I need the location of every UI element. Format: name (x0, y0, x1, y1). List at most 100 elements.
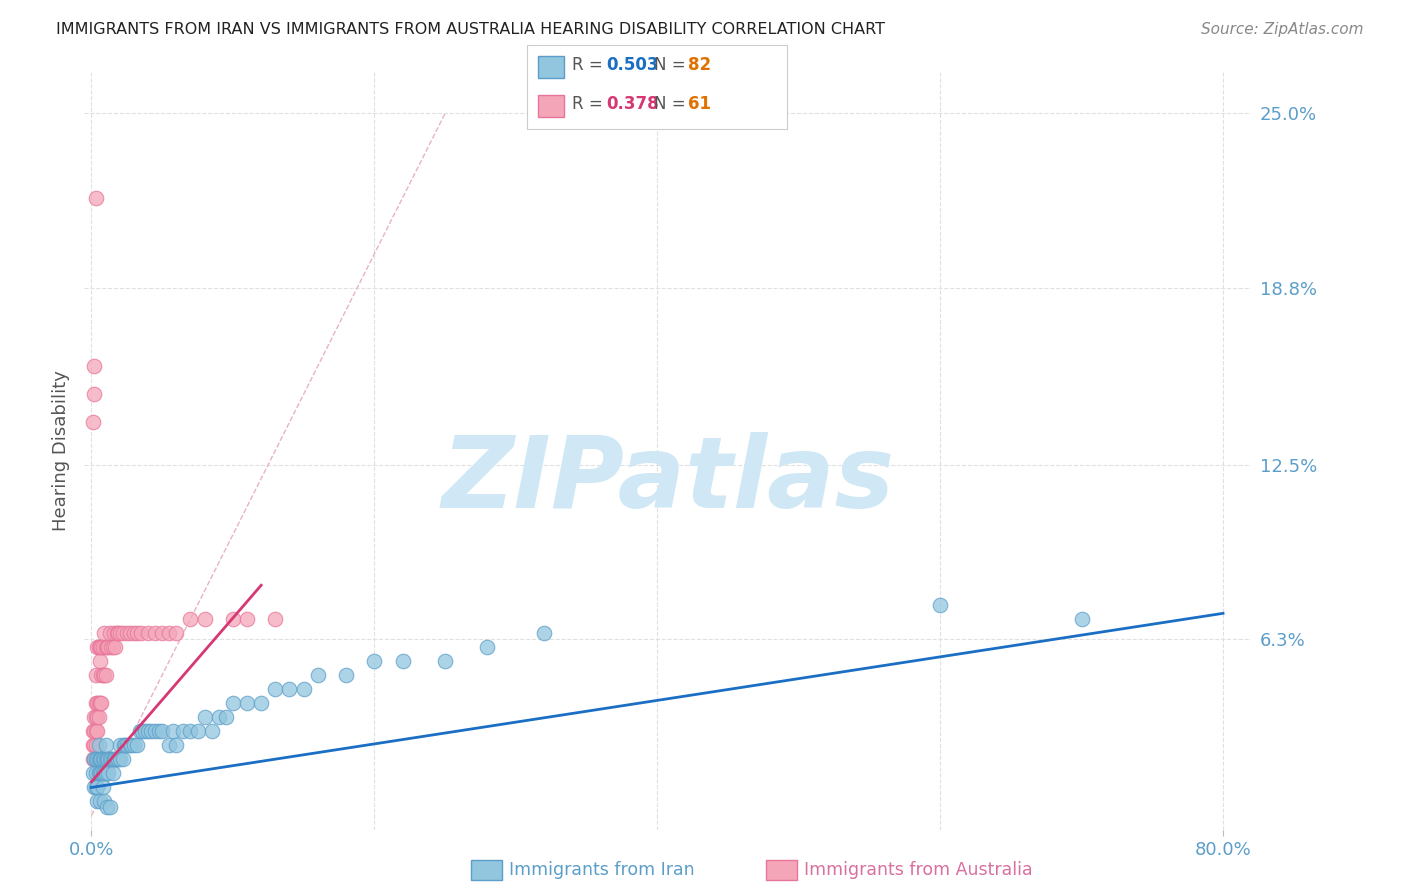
Point (363, 654, 385, 668)
Point (107, 752, 129, 766)
Point (150, 626, 173, 640)
Point (83, 724, 105, 739)
Point (165, 739, 187, 753)
Point (97, 766, 120, 780)
Point (162, 724, 184, 739)
Text: R =: R = (572, 56, 609, 74)
Point (83, 710, 105, 724)
Point (89, 766, 111, 780)
Point (86, 780, 108, 795)
Point (115, 739, 138, 753)
Point (208, 710, 231, 724)
Point (1070, 612, 1092, 626)
Point (222, 696, 245, 710)
Point (91, 766, 114, 780)
Text: 0.378: 0.378 (606, 95, 658, 113)
Point (87, 640, 110, 654)
Point (215, 710, 238, 724)
Text: IMMIGRANTS FROM IRAN VS IMMIGRANTS FROM AUSTRALIA HEARING DISABILITY CORRELATION: IMMIGRANTS FROM IRAN VS IMMIGRANTS FROM … (56, 22, 886, 37)
Point (82, 752, 104, 766)
Text: N =: N = (654, 95, 690, 113)
Point (90, 696, 112, 710)
Point (125, 739, 148, 753)
Point (122, 626, 145, 640)
Y-axis label: Hearing Disability: Hearing Disability (52, 370, 70, 531)
Point (89, 696, 111, 710)
Point (90, 766, 112, 780)
Point (86, 795, 108, 809)
Point (91, 640, 114, 654)
Point (84, 696, 107, 710)
Point (143, 626, 166, 640)
Point (84, 191, 107, 205)
Point (87, 766, 110, 780)
Point (222, 612, 245, 626)
Point (111, 626, 134, 640)
Point (201, 724, 224, 739)
Point (165, 626, 187, 640)
Point (89, 752, 111, 766)
Point (86, 752, 108, 766)
Point (93, 668, 115, 682)
Point (89, 640, 111, 654)
Point (172, 724, 194, 739)
Text: Immigrants from Australia: Immigrants from Australia (804, 861, 1033, 879)
Point (94, 766, 117, 780)
Point (86, 640, 108, 654)
Point (105, 752, 128, 766)
Point (93, 752, 115, 766)
Point (194, 612, 217, 626)
Point (107, 626, 129, 640)
Point (101, 640, 124, 654)
Point (82, 739, 104, 753)
Point (264, 682, 287, 697)
Point (128, 724, 150, 739)
Point (94, 739, 117, 753)
Text: ZIPatlas: ZIPatlas (441, 433, 894, 529)
Point (108, 752, 131, 766)
Point (136, 626, 159, 640)
Point (89, 654, 111, 668)
Point (96, 640, 118, 654)
Point (108, 739, 131, 753)
Text: Immigrants from Iran: Immigrants from Iran (509, 861, 695, 879)
Point (103, 752, 125, 766)
Point (83, 359, 105, 374)
Point (278, 682, 301, 697)
Point (84, 752, 107, 766)
Point (136, 724, 159, 739)
Point (84, 739, 107, 753)
Point (97, 640, 120, 654)
Point (86, 696, 108, 710)
Point (118, 626, 141, 640)
Point (179, 724, 201, 739)
Point (84, 710, 107, 724)
Point (87, 739, 110, 753)
Point (125, 626, 148, 640)
Point (120, 739, 142, 753)
Point (82, 724, 104, 739)
Point (131, 724, 153, 739)
Point (84, 724, 107, 739)
Point (87, 710, 110, 724)
Point (129, 626, 152, 640)
Text: Source: ZipAtlas.com: Source: ZipAtlas.com (1201, 22, 1364, 37)
Point (83, 752, 105, 766)
Point (929, 598, 952, 612)
Point (186, 724, 208, 739)
Point (83, 752, 105, 766)
Point (98, 626, 121, 640)
Text: 0.503: 0.503 (606, 56, 658, 74)
Point (91, 668, 114, 682)
Point (114, 739, 136, 753)
Point (250, 696, 273, 710)
Point (87, 752, 110, 766)
Point (91, 780, 114, 795)
Point (84, 766, 107, 780)
Point (96, 800, 118, 814)
Point (104, 640, 127, 654)
Point (150, 724, 173, 739)
Point (139, 724, 162, 739)
Point (264, 612, 287, 626)
Point (112, 739, 135, 753)
